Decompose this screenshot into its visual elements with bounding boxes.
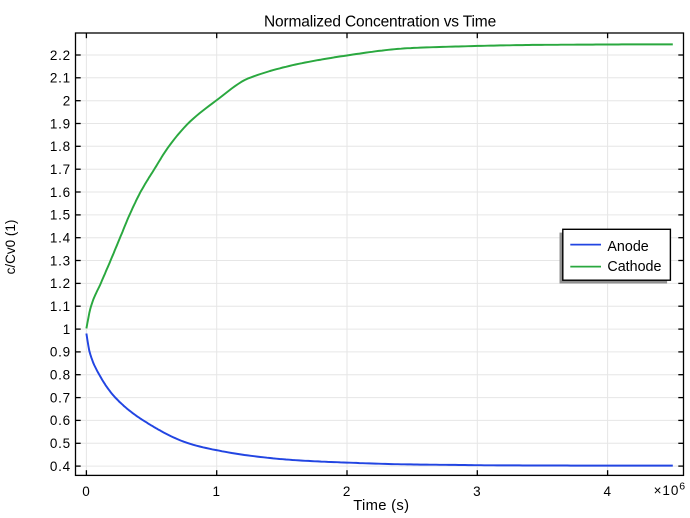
svg-text:0.8: 0.8	[50, 368, 71, 383]
svg-text:1: 1	[63, 322, 71, 337]
svg-text:2: 2	[343, 484, 351, 499]
svg-text:1.7: 1.7	[50, 162, 71, 177]
svg-text:2: 2	[63, 94, 71, 109]
svg-text:Anode: Anode	[607, 239, 648, 255]
svg-text:Time (s): Time (s)	[353, 498, 409, 514]
svg-text:Cathode: Cathode	[607, 259, 661, 275]
svg-text:3: 3	[473, 484, 481, 499]
svg-text:1.3: 1.3	[50, 253, 71, 268]
svg-text:0.4: 0.4	[50, 459, 71, 474]
svg-text:1.1: 1.1	[50, 299, 71, 314]
svg-text:2.1: 2.1	[50, 71, 71, 86]
svg-text:2.2: 2.2	[50, 48, 71, 63]
svg-text:c/Cv0 (1): c/Cv0 (1)	[3, 220, 18, 275]
svg-text:4: 4	[603, 484, 611, 499]
svg-text:0.7: 0.7	[50, 390, 71, 405]
svg-text:Normalized Concentration vs Ti: Normalized Concentration vs Time	[264, 14, 496, 31]
svg-text:0.6: 0.6	[50, 413, 71, 428]
svg-text:1.2: 1.2	[50, 276, 71, 291]
svg-text:0.5: 0.5	[50, 436, 71, 451]
svg-text:0: 0	[82, 484, 90, 499]
svg-text:1.6: 1.6	[50, 185, 71, 200]
svg-text:1.8: 1.8	[50, 139, 71, 154]
svg-text:1.5: 1.5	[50, 208, 71, 223]
svg-text:×106: ×106	[654, 481, 686, 498]
svg-text:1.9: 1.9	[50, 116, 71, 131]
svg-text:0.9: 0.9	[50, 345, 71, 360]
svg-text:1: 1	[213, 484, 221, 499]
svg-text:1.4: 1.4	[50, 231, 71, 246]
